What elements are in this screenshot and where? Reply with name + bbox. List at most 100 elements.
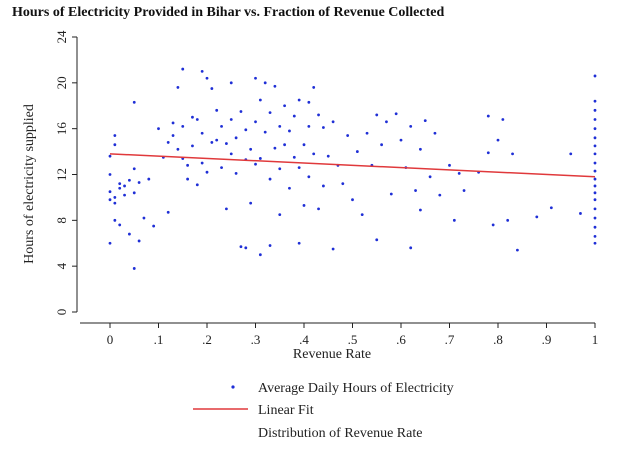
data-point	[433, 131, 437, 135]
data-point	[593, 161, 597, 165]
data-point	[297, 98, 301, 102]
y-tick-label: 24	[54, 30, 69, 44]
data-point	[152, 224, 156, 228]
data-point	[268, 177, 272, 181]
data-point	[385, 120, 388, 124]
data-point	[113, 196, 117, 199]
data-point	[593, 74, 597, 78]
data-point	[263, 130, 267, 134]
data-point	[186, 177, 190, 181]
data-point	[258, 253, 262, 257]
legend-fit-label: Linear Fit	[258, 403, 314, 418]
data-point	[215, 108, 219, 112]
x-tick-label: .6	[396, 332, 406, 347]
data-point	[249, 201, 253, 205]
data-point	[278, 213, 282, 217]
legend-scatter-marker	[231, 385, 235, 389]
x-tick-label: 1	[592, 332, 599, 347]
data-point	[176, 147, 180, 151]
data-point	[317, 113, 320, 117]
data-point	[118, 186, 122, 190]
data-point	[593, 198, 597, 202]
data-point	[263, 81, 267, 85]
data-point	[389, 192, 393, 196]
data-point	[127, 178, 131, 182]
data-point	[457, 171, 461, 175]
data-point	[438, 193, 442, 197]
data-point	[297, 166, 301, 170]
data-point	[302, 143, 306, 147]
x-tick-label: .4	[299, 332, 309, 347]
data-point	[132, 167, 136, 171]
data-point	[491, 223, 495, 227]
data-point	[409, 246, 413, 250]
data-point	[137, 181, 141, 184]
data-point	[593, 99, 597, 103]
legend-scatter-label: Average Daily Hours of Electricity	[258, 381, 454, 396]
x-axis-title: Revenue Rate	[293, 347, 371, 362]
data-point	[220, 124, 223, 128]
data-point	[302, 204, 306, 207]
data-point	[292, 114, 296, 118]
data-point	[593, 191, 597, 195]
data-point	[511, 152, 514, 156]
x-tick-label: .8	[493, 332, 503, 347]
data-point	[593, 184, 597, 188]
data-point	[593, 108, 597, 112]
data-point	[123, 184, 126, 188]
data-point	[225, 142, 228, 145]
data-point	[486, 114, 490, 118]
data-point	[113, 218, 117, 222]
chart-title: Hours of Electricity Provided in Bihar v…	[12, 5, 445, 20]
data-point	[229, 152, 233, 156]
y-tick-label: 12	[54, 168, 69, 181]
data-point	[268, 244, 272, 247]
data-point	[132, 267, 136, 270]
data-point	[273, 146, 277, 150]
data-point	[132, 191, 136, 195]
data-point	[258, 157, 262, 160]
data-point	[312, 86, 316, 89]
data-point	[225, 207, 228, 211]
data-point	[496, 138, 500, 142]
data-point	[593, 241, 597, 245]
data-point	[579, 212, 582, 215]
data-point	[351, 198, 354, 202]
x-tick-label: .5	[348, 332, 358, 347]
data-point	[394, 112, 398, 116]
data-point	[254, 120, 257, 124]
data-point	[569, 152, 573, 156]
data-point	[331, 120, 335, 124]
data-point	[215, 138, 219, 142]
data-point	[113, 134, 117, 137]
data-point	[254, 76, 257, 80]
data-point	[171, 134, 175, 137]
data-point	[593, 207, 597, 211]
data-point	[322, 184, 325, 188]
data-point	[399, 138, 403, 142]
data-point	[157, 127, 160, 131]
data-point	[593, 152, 597, 156]
data-point	[506, 218, 510, 222]
data-point	[375, 113, 379, 117]
data-point	[181, 67, 185, 71]
data-point	[297, 241, 301, 245]
data-point	[292, 155, 296, 159]
data-point	[220, 166, 223, 170]
data-point	[244, 246, 248, 250]
data-point	[195, 118, 199, 121]
data-point	[593, 169, 597, 173]
data-point	[423, 119, 427, 123]
linear-fit	[109, 153, 596, 178]
data-point	[283, 104, 286, 108]
data-point	[419, 147, 422, 151]
data-point	[147, 177, 151, 181]
y-tick-label: 0	[54, 309, 69, 316]
data-point	[205, 170, 209, 174]
data-point	[210, 87, 214, 90]
data-point	[273, 84, 277, 88]
x-tick-label: .9	[542, 332, 552, 347]
data-point	[234, 136, 238, 140]
data-point	[229, 118, 233, 121]
x-tick-label: .2	[202, 332, 212, 347]
